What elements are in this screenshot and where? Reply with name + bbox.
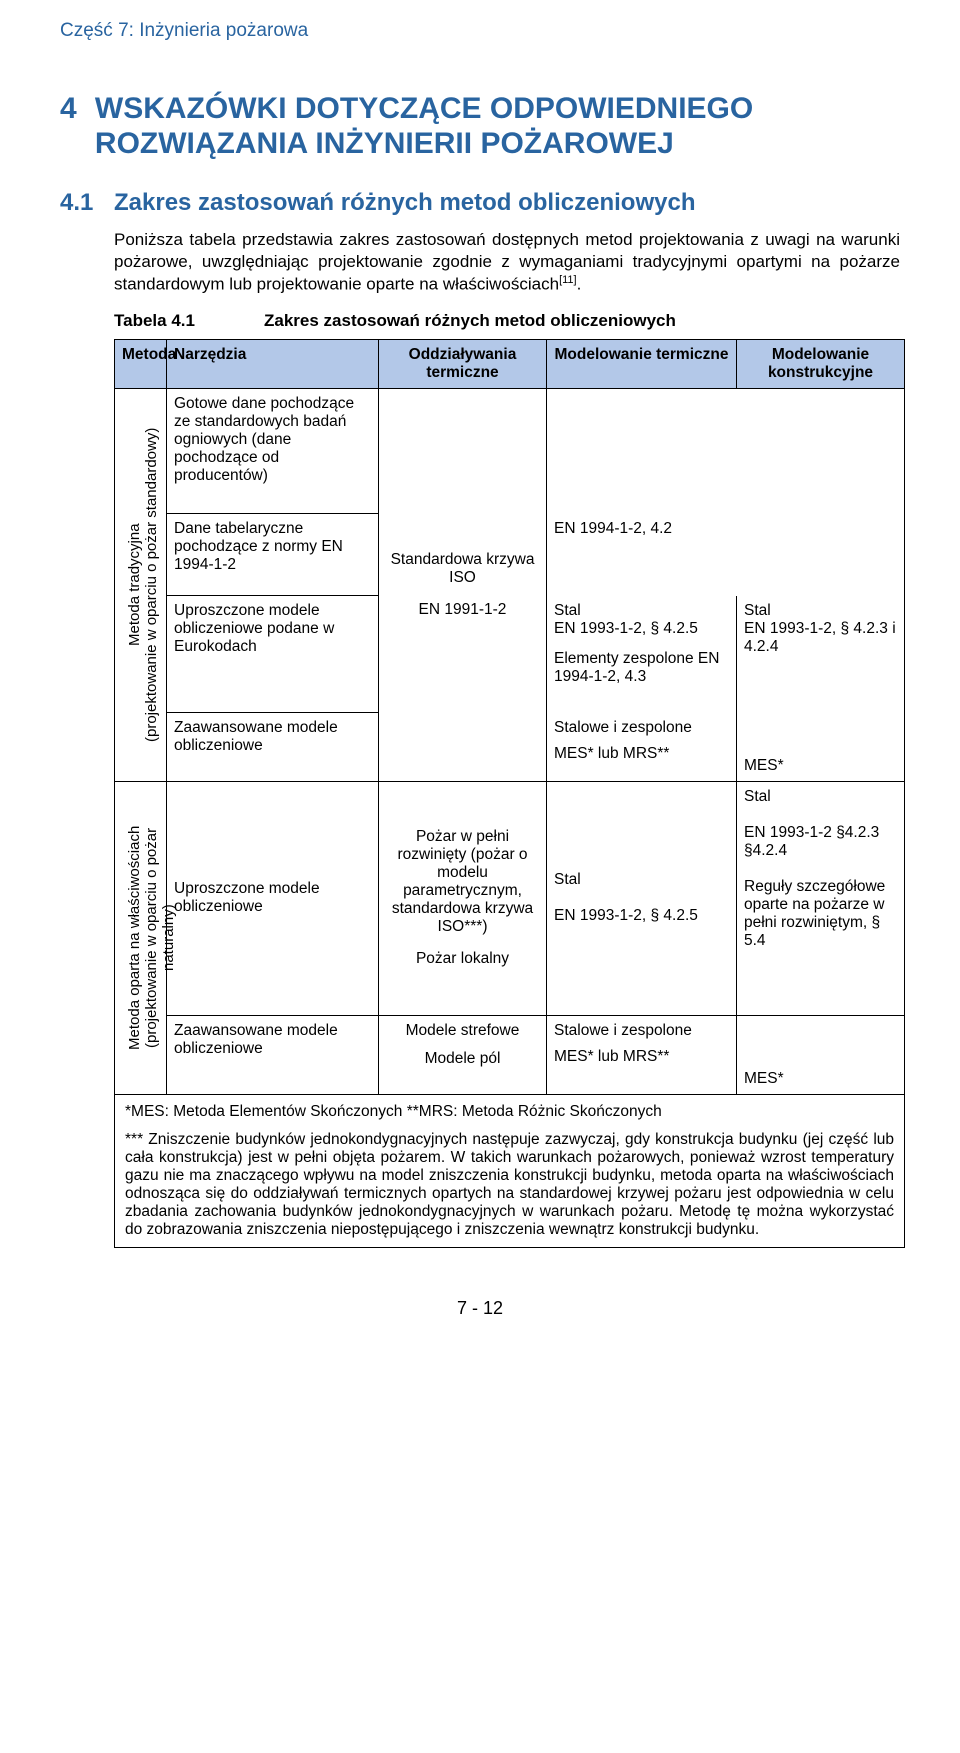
page-number: 7 - 12 bbox=[60, 1298, 900, 1319]
mkon-r5: Stal EN 1993-1-2 §4.2.3 §4.2.4 Reguły sz… bbox=[737, 781, 905, 1015]
mkon-r4-text: MES* bbox=[744, 757, 897, 775]
oddz-r6: Modele strefowe Modele pól bbox=[379, 1015, 547, 1094]
mterm-r4a: Stalowe i zespolone bbox=[554, 719, 729, 737]
tool-r6: Zaawansowane modele obliczeniowe bbox=[167, 1015, 379, 1094]
para-text-b: . bbox=[577, 274, 582, 293]
method-trad-label: Metoda tradycyjna (projektowanie w oparc… bbox=[122, 395, 164, 775]
oddz-b1-a: Standardowa krzywa ISO bbox=[386, 551, 539, 587]
th-metoda: Metoda bbox=[115, 339, 167, 388]
methods-table: Metoda Narzędzia Oddziaływania termiczne… bbox=[114, 339, 905, 1248]
mterm-r6b: MES* lub MRS** bbox=[554, 1048, 729, 1066]
th-model-term: Modelowanie termiczne bbox=[547, 339, 737, 388]
para-text-a: Poniższa tabela przedstawia zakres zasto… bbox=[114, 230, 900, 293]
oddz-b2-b: Pożar lokalny bbox=[386, 950, 539, 968]
citation-ref: [11] bbox=[559, 274, 577, 286]
subsection-title: Zakres zastosowań różnych metod obliczen… bbox=[114, 189, 695, 217]
mterm-r1-empty bbox=[547, 388, 905, 514]
tool-r5: Uproszczone modele obliczeniowe bbox=[167, 781, 379, 1015]
method-traditional: Metoda tradycyjna (projektowanie w oparc… bbox=[115, 388, 167, 781]
subsection-number: 4.1 bbox=[60, 189, 114, 217]
oddz-r6-b: Modele pól bbox=[386, 1050, 539, 1068]
section-number: 4 bbox=[60, 92, 95, 126]
table-header-row: Metoda Narzędzia Oddziaływania termiczne… bbox=[115, 339, 905, 388]
mterm-r5: Stal EN 1993-1-2, § 4.2.5 bbox=[547, 781, 737, 1015]
th-oddzialywania: Oddziaływania termiczne bbox=[379, 339, 547, 388]
footnote2: *** Zniszczenie budynków jednokondygnacy… bbox=[125, 1131, 894, 1239]
th-model-kon: Modelowanie konstrukcyjne bbox=[737, 339, 905, 388]
mterm-r2: EN 1994-1-2, 4.2 bbox=[547, 514, 905, 596]
tool-r2: Dane tabelaryczne pochodzące z normy EN … bbox=[167, 514, 379, 596]
method-property: Metoda oparta na właściwościach (projekt… bbox=[115, 781, 167, 1094]
footnote-cell: *MES: Metoda Elementów Skończonych **MRS… bbox=[115, 1094, 905, 1247]
table-caption-text: Zakres zastosowań różnych metod obliczen… bbox=[264, 311, 676, 331]
table-footnote-row: *MES: Metoda Elementów Skończonych **MRS… bbox=[115, 1094, 905, 1247]
oddz-b2-a: Pożar w pełni rozwinięty (pożar o modelu… bbox=[386, 828, 539, 936]
tool-r1: Gotowe dane pochodzące ze standardowych … bbox=[167, 388, 379, 514]
mterm-r6a: Stalowe i zespolone bbox=[554, 1022, 729, 1040]
table-row: Zaawansowane modele obliczeniowe Modele … bbox=[115, 1015, 905, 1094]
mkon-r4: MES* bbox=[737, 713, 905, 782]
mterm-r4: Stalowe i zespolone MES* lub MRS** bbox=[547, 713, 737, 782]
mterm-r3a: Stal EN 1993-1-2, § 4.2.5 bbox=[554, 602, 729, 638]
mkon-r6-text: MES* bbox=[744, 1070, 897, 1088]
paragraph: Poniższa tabela przedstawia zakres zasto… bbox=[114, 229, 900, 295]
mterm-r6: Stalowe i zespolone MES* lub MRS** bbox=[547, 1015, 737, 1094]
tool-r4: Zaawansowane modele obliczeniowe bbox=[167, 713, 379, 782]
tool-r3: Uproszczone modele obliczeniowe podane w… bbox=[167, 596, 379, 713]
subsection-heading: 4.1 Zakres zastosowań różnych metod obli… bbox=[60, 189, 900, 217]
oddz-b1-b: EN 1991-1-2 bbox=[386, 601, 539, 619]
method-prop-label: Metoda oparta na właściwościach (projekt… bbox=[122, 788, 181, 1088]
oddz-block2: Pożar w pełni rozwinięty (pożar o modelu… bbox=[379, 781, 547, 1015]
footnote1: *MES: Metoda Elementów Skończonych **MRS… bbox=[125, 1103, 894, 1121]
page-header: Część 7: Inżynieria pożarowa bbox=[60, 20, 900, 42]
table-row: Metoda oparta na właściwościach (projekt… bbox=[115, 781, 905, 1015]
table-caption: Tabela 4.1 Zakres zastosowań różnych met… bbox=[114, 311, 900, 331]
th-narzedzia: Narzędzia bbox=[167, 339, 379, 388]
oddz-r6-a: Modele strefowe bbox=[386, 1022, 539, 1040]
section-heading: 4 WSKAZÓWKI DOTYCZĄCE ODPOWIEDNIEGO ROZW… bbox=[60, 92, 900, 161]
table-label: Tabela 4.1 bbox=[114, 311, 264, 331]
mterm-r3: Stal EN 1993-1-2, § 4.2.5 Elementy zespo… bbox=[547, 596, 737, 713]
mkon-r6: MES* bbox=[737, 1015, 905, 1094]
section-title: WSKAZÓWKI DOTYCZĄCE ODPOWIEDNIEGO ROZWIĄ… bbox=[95, 92, 900, 161]
mterm-r4b: MES* lub MRS** bbox=[554, 745, 729, 763]
mterm-r3b: Elementy zespolone EN 1994-1-2, 4.3 bbox=[554, 650, 729, 686]
mkon-r3: Stal EN 1993-1-2, § 4.2.3 i 4.2.4 bbox=[737, 596, 905, 713]
table-row: Metoda tradycyjna (projektowanie w oparc… bbox=[115, 388, 905, 514]
oddz-block1: Standardowa krzywa ISO EN 1991-1-2 bbox=[379, 388, 547, 781]
